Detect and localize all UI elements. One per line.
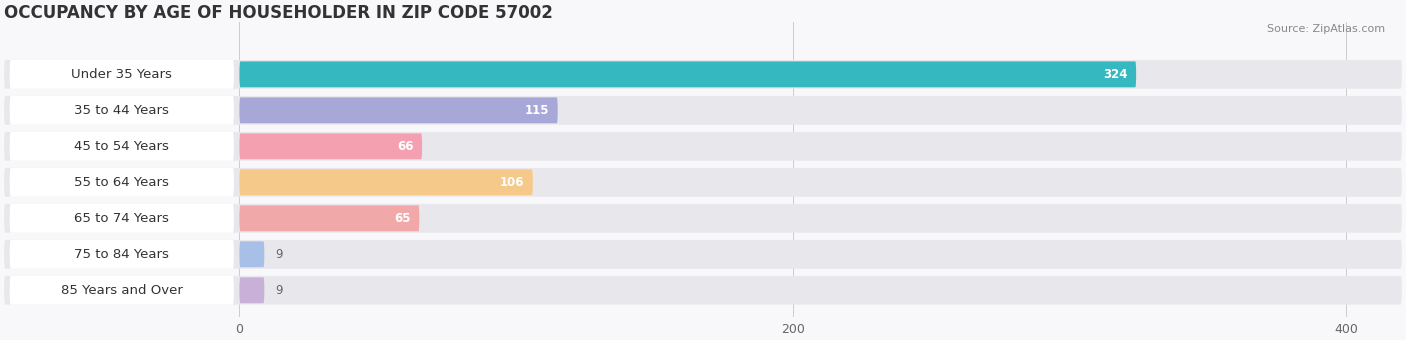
Text: Source: ZipAtlas.com: Source: ZipAtlas.com [1267, 24, 1385, 34]
Text: 45 to 54 Years: 45 to 54 Years [75, 140, 169, 153]
FancyBboxPatch shape [10, 96, 233, 125]
FancyBboxPatch shape [4, 240, 1402, 269]
FancyBboxPatch shape [4, 132, 1402, 161]
FancyBboxPatch shape [4, 204, 1402, 233]
FancyBboxPatch shape [239, 62, 1136, 87]
FancyBboxPatch shape [10, 168, 233, 197]
FancyBboxPatch shape [239, 277, 264, 303]
Text: 106: 106 [501, 176, 524, 189]
Text: 115: 115 [524, 104, 550, 117]
Text: 65 to 74 Years: 65 to 74 Years [75, 212, 169, 225]
FancyBboxPatch shape [239, 97, 558, 123]
FancyBboxPatch shape [10, 60, 233, 89]
Text: 85 Years and Over: 85 Years and Over [60, 284, 183, 297]
Text: 66: 66 [398, 140, 413, 153]
FancyBboxPatch shape [239, 241, 264, 267]
Text: 35 to 44 Years: 35 to 44 Years [75, 104, 169, 117]
Text: Under 35 Years: Under 35 Years [72, 68, 172, 81]
FancyBboxPatch shape [4, 276, 1402, 305]
FancyBboxPatch shape [10, 132, 233, 161]
FancyBboxPatch shape [4, 168, 1402, 197]
Text: 324: 324 [1104, 68, 1128, 81]
Text: 9: 9 [276, 284, 283, 297]
Text: 55 to 64 Years: 55 to 64 Years [75, 176, 169, 189]
Text: 75 to 84 Years: 75 to 84 Years [75, 248, 169, 261]
FancyBboxPatch shape [4, 96, 1402, 125]
FancyBboxPatch shape [10, 204, 233, 233]
FancyBboxPatch shape [10, 240, 233, 269]
FancyBboxPatch shape [10, 276, 233, 305]
FancyBboxPatch shape [239, 133, 422, 159]
FancyBboxPatch shape [4, 60, 1402, 89]
Text: OCCUPANCY BY AGE OF HOUSEHOLDER IN ZIP CODE 57002: OCCUPANCY BY AGE OF HOUSEHOLDER IN ZIP C… [4, 4, 553, 22]
FancyBboxPatch shape [239, 205, 419, 231]
Text: 9: 9 [276, 248, 283, 261]
Text: 65: 65 [395, 212, 411, 225]
FancyBboxPatch shape [239, 169, 533, 195]
